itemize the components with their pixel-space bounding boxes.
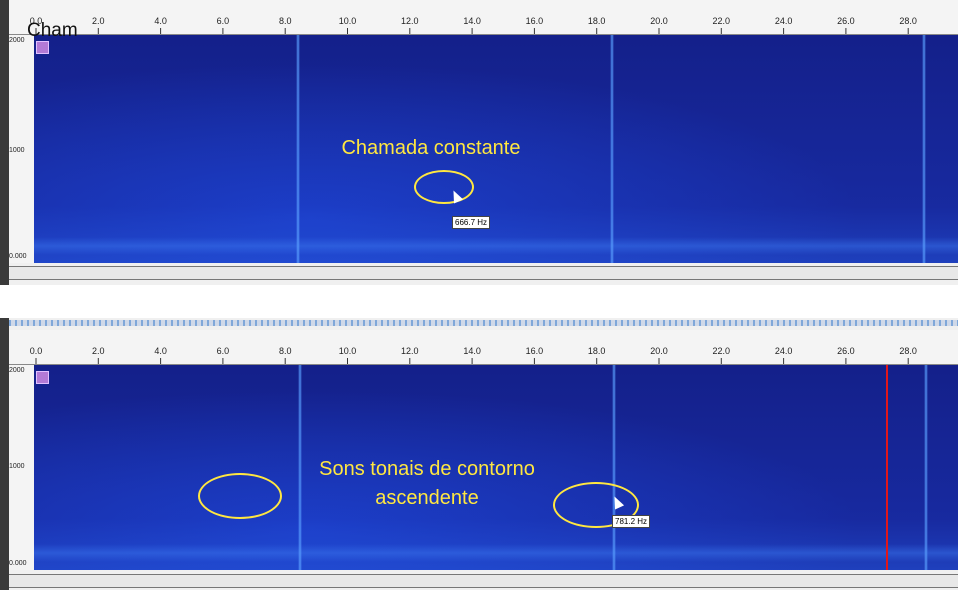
time-tick-label: 18.0 [588, 16, 606, 26]
click-line [612, 365, 616, 570]
panel-gap [0, 285, 958, 318]
annotation-tonal-sounds-line1: Sons tonais de contorno [319, 458, 535, 480]
time-tick-label: 0.0 [30, 16, 43, 26]
spectrogram-view-bottom[interactable] [34, 365, 958, 570]
time-tick-label: 14.0 [463, 346, 481, 356]
time-tick-label: 14.0 [463, 16, 481, 26]
frequency-readout: 666.7 Hz [452, 216, 491, 229]
selection-marker[interactable] [36, 41, 49, 54]
time-tick-label: 18.0 [588, 346, 606, 356]
time-tick-label: 24.0 [775, 16, 793, 26]
time-tick-label: 6.0 [217, 346, 230, 356]
time-tick-label: 28.0 [899, 346, 917, 356]
click-line [298, 365, 302, 570]
spectrogram-panel-top: 0.0 2.0 4.0 6.0 8.0 10.0 12.0 14.0 16.0 18.0 20.0 2… [0, 0, 958, 285]
partial-title-text: Cham [27, 20, 78, 41]
selection-marker[interactable] [36, 371, 49, 384]
time-tick-label: 12.0 [401, 16, 419, 26]
time-ruler-top[interactable]: 0.0 2.0 4.0 6.0 8.0 10.0 12.0 14.0 16.0 18.0 20.0 2… [9, 0, 958, 35]
y-label-2000: 2000 [9, 37, 25, 44]
highlight-ellipse-right [553, 482, 639, 528]
time-tick-label: 26.0 [837, 16, 855, 26]
frequency-axis-top: 2000 1000 0.000 [9, 35, 34, 263]
time-tick-label: 8.0 [279, 346, 292, 356]
window-frame-left [0, 318, 9, 590]
time-tick-label: 16.0 [526, 16, 544, 26]
annotation-constant-call: Chamada constante [341, 137, 521, 159]
spectrogram-panel-bottom: 0.0 2.0 4.0 6.0 8.0 10.0 12.0 14.0 16.0 18.0 20.0 2… [0, 318, 958, 590]
frequency-axis-bottom: 2000 1000 0.000 [9, 365, 34, 570]
frequency-readout: 781.2 Hz [612, 515, 651, 528]
low-frequency-band [34, 544, 958, 562]
time-tick-label: 2.0 [92, 16, 105, 26]
time-tick-label: 24.0 [775, 346, 793, 356]
time-tick-label: 10.0 [339, 16, 357, 26]
time-ruler-svg-top: 0.0 2.0 4.0 6.0 8.0 10.0 12.0 14.0 16.0 18.0 20.0 2… [30, 16, 917, 34]
click-line [924, 365, 928, 570]
time-tick-label: 16.0 [526, 346, 544, 356]
highlight-ellipse-left [198, 473, 282, 519]
time-tick-label: 0.0 [30, 346, 43, 356]
y-label-1000: 1000 [9, 147, 25, 154]
annotation-tonal-sounds-line2: ascendente [375, 487, 479, 509]
playback-cursor-line[interactable] [886, 365, 888, 570]
scrollbar-bottom[interactable] [9, 574, 958, 588]
time-tick-label: 4.0 [154, 346, 167, 356]
time-ruler-svg-bottom: 0.0 2.0 4.0 6.0 8.0 10.0 12.0 14.0 16.0 18.0 20.0 2… [30, 346, 917, 364]
time-tick-label: 2.0 [92, 346, 105, 356]
time-tick-label: 22.0 [713, 346, 731, 356]
y-label-2000: 2000 [9, 367, 25, 374]
scrollbar-top[interactable] [9, 266, 958, 280]
y-label-0: 0.000 [9, 253, 27, 260]
highlight-ellipse [414, 170, 474, 204]
click-line [610, 35, 614, 263]
y-label-0: 0.000 [9, 560, 27, 567]
time-tick-label: 12.0 [401, 346, 419, 356]
time-ruler-bottom[interactable]: 0.0 2.0 4.0 6.0 8.0 10.0 12.0 14.0 16.0 18.0 20.0 2… [9, 330, 958, 365]
low-frequency-band [34, 237, 958, 255]
spectrogram-view-top[interactable] [34, 35, 958, 263]
time-tick-label: 20.0 [650, 16, 668, 26]
waveform-overview[interactable] [9, 320, 958, 326]
click-line [922, 35, 926, 263]
y-label-1000: 1000 [9, 463, 25, 470]
time-tick-label: 6.0 [217, 16, 230, 26]
time-tick-label: 22.0 [713, 16, 731, 26]
window-frame-left [0, 0, 9, 285]
time-tick-label: 4.0 [154, 16, 167, 26]
time-tick-label: 10.0 [339, 346, 357, 356]
click-line [296, 35, 300, 263]
time-tick-label: 20.0 [650, 346, 668, 356]
time-tick-label: 28.0 [899, 16, 917, 26]
time-tick-label: 8.0 [279, 16, 292, 26]
time-tick-label: 26.0 [837, 346, 855, 356]
